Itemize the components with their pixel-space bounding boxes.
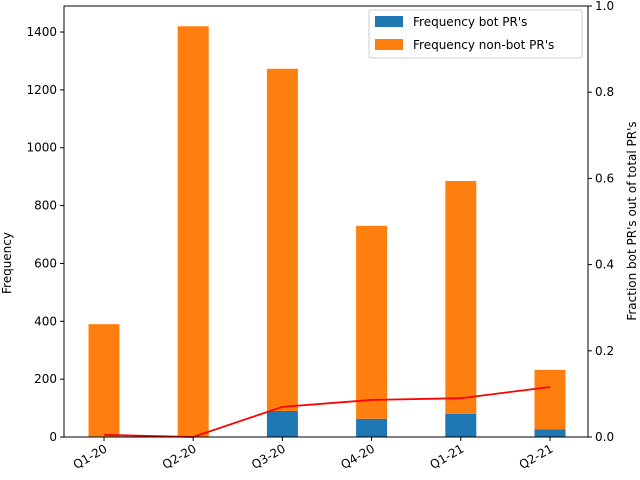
bar-bot-Q3-20 (266, 410, 298, 437)
y-tick-label-left: 800 (34, 199, 57, 213)
y-tick-label-left: 1200 (26, 83, 57, 97)
x-tick-label: Q4-20 (338, 441, 377, 471)
y-tick-label-left: 1000 (26, 141, 57, 155)
bar-non-bot-Q4-20 (356, 225, 388, 419)
y-axis-label-left: Frequency (0, 232, 14, 294)
bar-non-bot-Q3-20 (266, 68, 298, 411)
x-tick-label: Q1-21 (428, 441, 467, 471)
bar-non-bot-Q1-21 (445, 181, 477, 414)
y-tick-label-right: 0.4 (595, 258, 614, 272)
bar-bot-Q4-20 (356, 418, 388, 437)
x-tick-label: Q1-20 (71, 441, 110, 471)
x-tick-label: Q2-20 (160, 441, 199, 471)
legend-label-non-bot: Frequency non-bot PR's (413, 38, 554, 52)
y-tick-label-left: 200 (34, 372, 57, 386)
bar-bot-Q1-21 (445, 413, 477, 437)
legend-box (368, 9, 583, 59)
bars-layer (88, 26, 566, 437)
fraction-line-layer (103, 386, 551, 438)
y-tick-label-right: 0.2 (595, 344, 614, 358)
y-tick-label-right: 0.6 (595, 171, 614, 185)
x-tick-label: Q3-20 (249, 441, 288, 471)
bar-non-bot-Q2-20 (177, 26, 209, 437)
legend-swatch-bot (375, 16, 403, 27)
y-tick-label-left: 600 (34, 256, 57, 270)
legend: Frequency bot PR's Frequency non-bot PR'… (368, 9, 583, 59)
bar-non-bot-Q2-21 (534, 369, 566, 430)
y-tick-label-left: 0 (49, 430, 57, 444)
y-tick-label-right: 0.0 (595, 430, 614, 444)
legend-label-bot: Frequency bot PR's (413, 15, 527, 29)
y-tick-label-left: 1400 (26, 25, 57, 39)
bar-bot-Q2-21 (534, 429, 566, 437)
plot-frame (63, 5, 589, 438)
bar-non-bot-Q1-20 (88, 324, 120, 437)
y-axis-label-right: Fraction bot PR's out of total PR's (625, 121, 639, 320)
fraction-line (103, 386, 551, 438)
y-tick-label-left: 400 (34, 314, 57, 328)
y-tick-label-right: 0.8 (595, 85, 614, 99)
x-tick-label: Q2-21 (517, 441, 556, 471)
y-tick-label-right: 1.0 (595, 0, 614, 13)
legend-swatch-non-bot (375, 39, 403, 50)
